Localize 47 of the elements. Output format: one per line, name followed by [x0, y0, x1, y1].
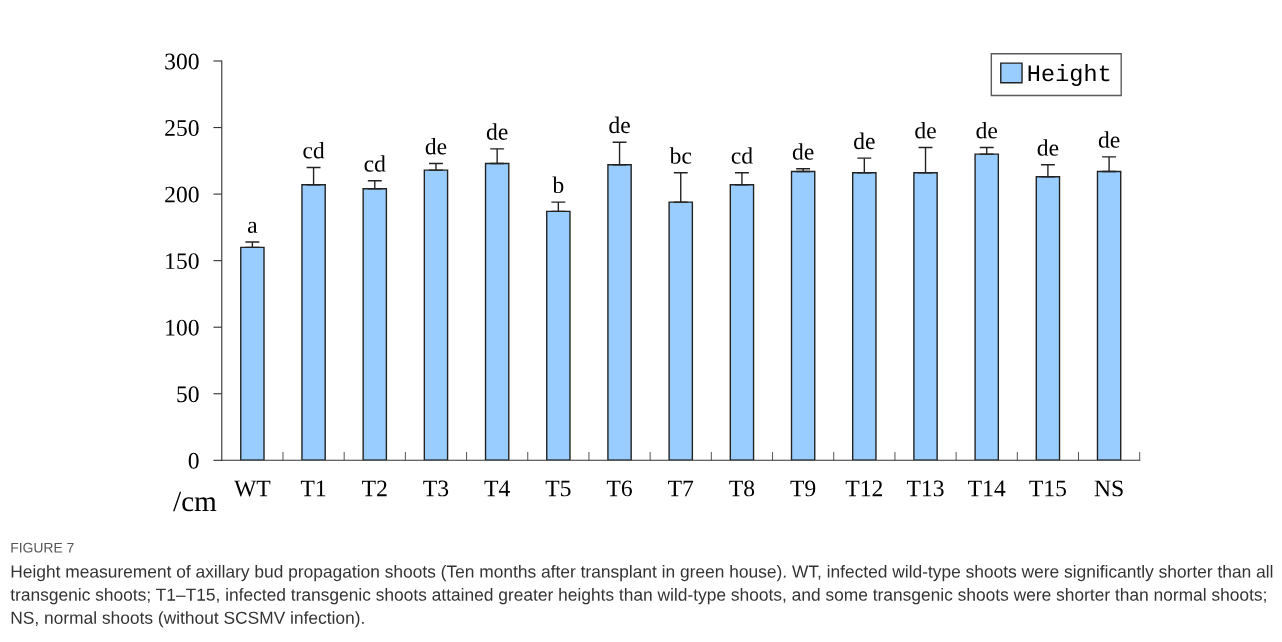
- annotation: de: [486, 123, 508, 140]
- annotation: de: [425, 137, 447, 155]
- legend-label: Height: [1028, 64, 1110, 87]
- annotation: bc: [669, 147, 692, 164]
- y-tick-label: 0: [188, 452, 199, 469]
- x-tick-label: T4: [484, 480, 510, 497]
- x-tick-label: T6: [606, 480, 632, 497]
- annotation: cd: [364, 155, 386, 172]
- x-tick-label: T7: [668, 480, 694, 497]
- annotation: b: [552, 176, 564, 194]
- annotation: de: [792, 143, 814, 160]
- y-axis-title: /cm: [173, 491, 217, 512]
- y-tick-label: 100: [166, 319, 199, 336]
- bar: [668, 201, 694, 461]
- x-tick-label: T1: [300, 480, 326, 497]
- annotation: de: [1037, 139, 1059, 156]
- annotation: de: [976, 121, 998, 139]
- annotation: cd: [303, 141, 325, 159]
- x-tick-label: T2: [362, 480, 387, 497]
- x-tick-label: T9: [790, 480, 816, 497]
- annotation: cd: [731, 147, 753, 164]
- annotation: a: [247, 221, 258, 234]
- x-tick-label: NS: [1094, 480, 1123, 497]
- y-tick-label: 300: [165, 53, 199, 70]
- annotation: de: [609, 116, 630, 134]
- x-tick-label: T13: [906, 480, 944, 497]
- annotation: de: [915, 121, 936, 139]
- x-tick-label: WT: [234, 480, 271, 497]
- x-tick-label: T12: [845, 480, 883, 497]
- text: FIGURE 7: [11, 542, 74, 553]
- bar: [240, 246, 265, 461]
- x-tick-label: T8: [729, 480, 755, 497]
- x-tick-label: T3: [423, 480, 449, 497]
- annotation: de: [1098, 131, 1120, 148]
- bar: [607, 164, 632, 461]
- x-tick-label: T15: [1029, 480, 1066, 497]
- annotation: de: [854, 132, 875, 150]
- y-tick-label: 150: [166, 253, 199, 270]
- y-tick-label: 250: [165, 120, 199, 136]
- text: Height measurement of axillary bud propagation shoots (Ten months after transplant in green house). WT, infected wild-type shoots were significantly shorter than all transgenic shoots; T1–T15, infected transgenic shoots attained greater heights than wild-type shoots, and some transgenic shoots were shorter than normal shoots; NS, normal shoots (without SCSMV infection).: [10, 564, 1273, 628]
- y-tick-label: 200: [165, 186, 199, 203]
- bar: [790, 170, 816, 461]
- bar: [423, 169, 449, 461]
- x-tick-label: T5: [545, 480, 571, 497]
- bar: [974, 153, 1000, 461]
- y-tick-label: 50: [177, 386, 199, 403]
- x-tick-label: T14: [968, 480, 1006, 497]
